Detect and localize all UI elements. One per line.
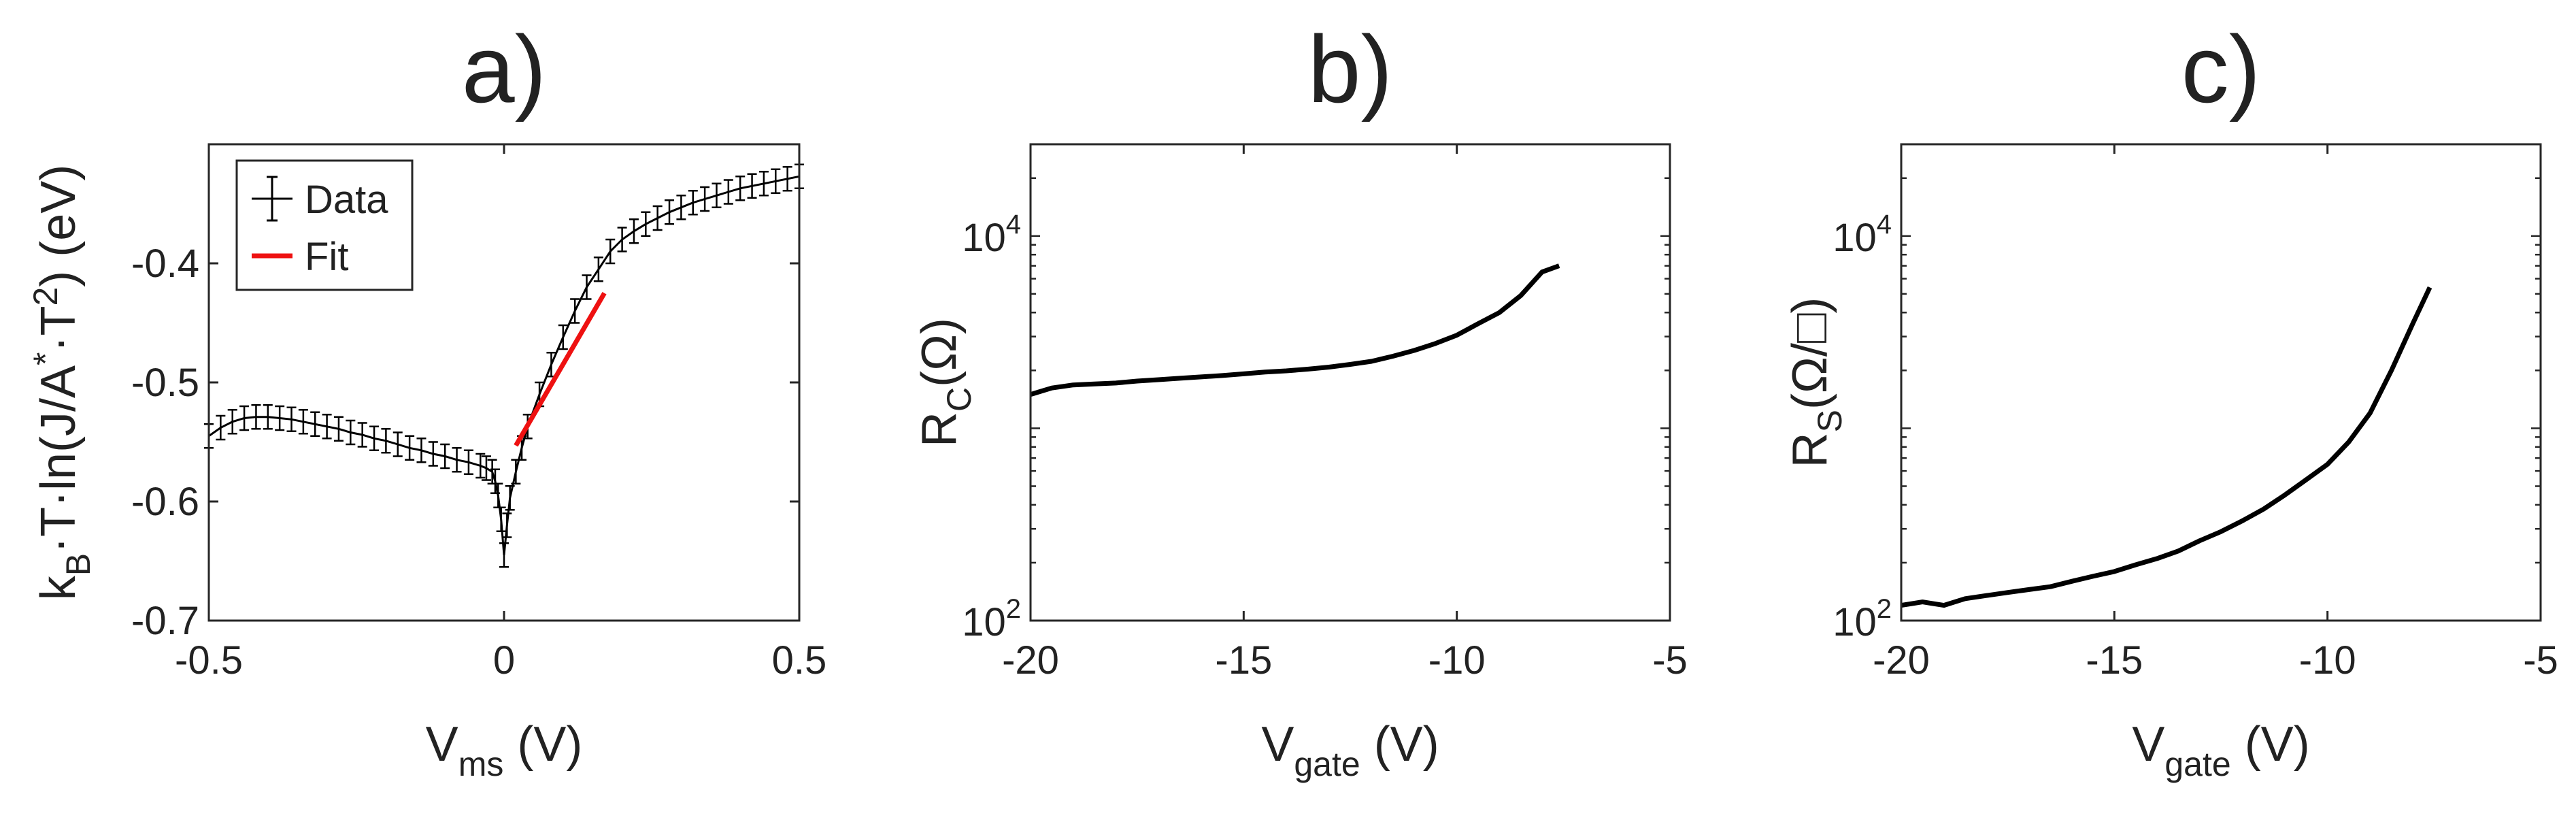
data-point <box>481 455 491 481</box>
y-axis-label: RC(Ω) <box>912 318 978 447</box>
y-tick-label: 104 <box>1833 210 1892 260</box>
data-point <box>381 428 391 454</box>
x-tick-label: -10 <box>2299 638 2356 683</box>
data-point <box>629 218 639 244</box>
y-tick-label: 102 <box>1833 594 1892 644</box>
data-point <box>416 438 426 463</box>
y-tick-label: 104 <box>962 210 1021 260</box>
y-tick-label: 102 <box>962 594 1021 644</box>
data-point <box>712 182 722 208</box>
x-tick-label: -0.5 <box>175 638 243 683</box>
data-point <box>251 404 261 430</box>
data-point <box>735 176 746 201</box>
fit-line <box>514 291 607 447</box>
data-point <box>605 238 616 265</box>
data-point <box>428 441 438 467</box>
data-point <box>286 406 297 432</box>
plot-area <box>1029 263 1560 397</box>
data-point <box>452 447 462 473</box>
data-point <box>369 425 380 451</box>
data-point <box>227 409 237 435</box>
data-point <box>405 435 415 461</box>
data-series-line <box>1901 286 2432 608</box>
legend-data-marker <box>252 176 292 222</box>
y-tick-label: -0.6 <box>131 480 199 524</box>
plot-area <box>204 163 804 568</box>
x-axis-label: Vgate (V) <box>2132 717 2309 783</box>
data-point <box>558 324 568 350</box>
data-point <box>310 411 320 437</box>
data-point <box>641 211 651 237</box>
data-point <box>346 419 356 446</box>
data-point <box>440 443 450 470</box>
x-tick-label: 0 <box>493 638 515 683</box>
x-axis-label: Vgate (V) <box>1261 717 1439 783</box>
data-point <box>502 512 512 538</box>
data-point <box>688 190 698 216</box>
legend-data-label: Data <box>305 178 388 222</box>
panel-title: b) <box>1308 16 1392 122</box>
data-point <box>652 205 663 231</box>
data-point <box>333 416 344 442</box>
data-point <box>499 542 509 568</box>
x-tick-label: -15 <box>1215 638 1272 683</box>
data-point <box>392 431 403 457</box>
panel-c: c) -20 -15 -10 -5 102 104 Vgate (V) RS(Ω/□) <box>1783 16 2558 783</box>
data-point <box>582 274 592 300</box>
panel-title: a) <box>462 16 546 122</box>
y-tick-label: -0.4 <box>131 242 199 286</box>
x-tick-label: -20 <box>1873 638 1930 683</box>
axes-box <box>1029 143 1671 622</box>
data-point <box>747 173 757 199</box>
data-point <box>700 186 710 212</box>
data-point <box>216 414 226 441</box>
panel-title: c) <box>2181 16 2261 122</box>
panel-b: b) -20 -15 -10 -5 102 104 Vgate (V) RC(Ω) <box>912 16 1688 783</box>
y-tick-label: -0.7 <box>131 599 199 643</box>
axes-box <box>1900 143 2542 622</box>
plot-area <box>1901 286 2432 608</box>
data-point <box>511 459 521 484</box>
x-tick-label: -10 <box>1428 638 1486 683</box>
data-point <box>782 166 792 192</box>
x-tick-label: -5 <box>1652 638 1688 683</box>
data-point <box>463 449 473 475</box>
data-point <box>771 168 781 194</box>
panel-a: a) -0.5 0 0.5 -0.7 -0.6 -0.5 -0.4 Vms (V) kB·T·ln… <box>27 16 826 783</box>
legend-fit-label: Fit <box>305 235 348 279</box>
data-point <box>570 298 580 324</box>
x-axis-label: Vms (V) <box>426 717 583 783</box>
data-point <box>322 414 332 440</box>
data-point <box>723 179 733 205</box>
data-point <box>357 422 367 448</box>
data-point <box>239 405 250 431</box>
x-tick-label: -20 <box>1002 638 1059 683</box>
y-axis-label: kB·T·ln(J/A*·T2) (eV) <box>27 165 97 601</box>
x-tick-label: -5 <box>2523 638 2558 683</box>
x-tick-label: -15 <box>2086 638 2143 683</box>
y-tick-label: -0.5 <box>131 361 199 405</box>
data-point <box>263 404 273 430</box>
data-point <box>298 409 308 435</box>
legend-box <box>235 159 414 291</box>
data-point <box>676 195 686 220</box>
data-point <box>758 171 769 197</box>
data-point <box>496 506 506 532</box>
y-axis-label: RS(Ω/□) <box>1783 297 1849 468</box>
data-point <box>475 453 486 479</box>
x-tick-label: 0.5 <box>772 638 827 683</box>
data-series-line <box>1029 263 1560 397</box>
data-point <box>617 227 627 252</box>
data-point <box>665 199 675 225</box>
data-point <box>275 405 285 431</box>
data-point <box>505 485 515 511</box>
data-point <box>593 257 603 282</box>
